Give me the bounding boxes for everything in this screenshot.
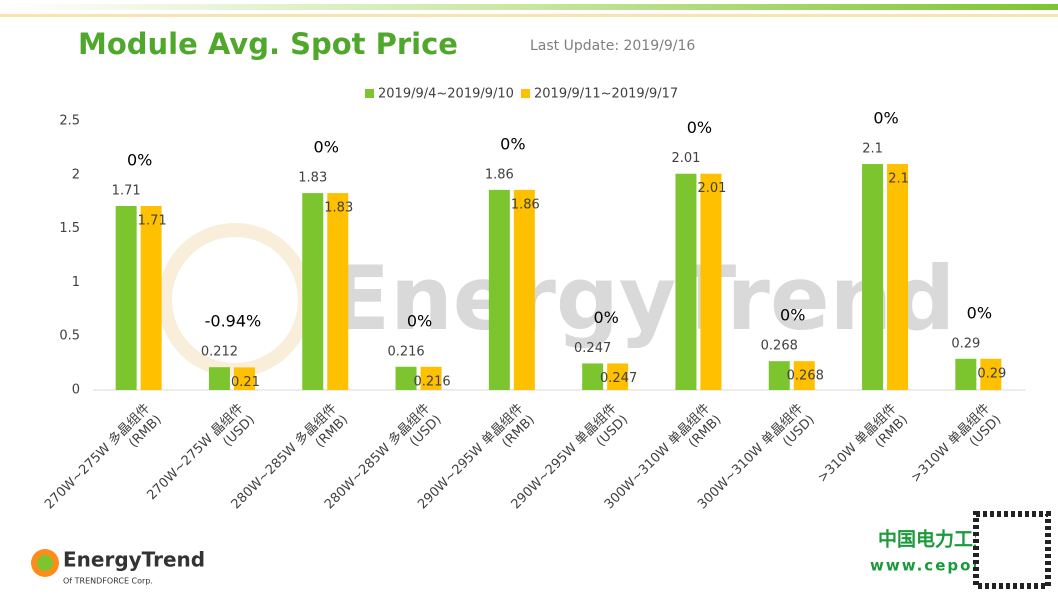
bar [980,358,1002,390]
bar [302,193,324,390]
change-label: 0% [873,109,898,128]
value-label: 1.71 [138,214,167,229]
y-tick-label: 1.5 [59,221,80,236]
x-tick-label: 270W~275W 多晶组件(RMB) [41,400,164,523]
x-tick-label: >310W 单晶组件(RMB) [815,401,911,497]
y-tick-label: 0 [72,383,80,398]
x-tick-label: >310W 单晶组件(USD) [908,401,1004,497]
value-label: 0.216 [413,374,450,389]
bar [233,367,255,390]
change-label: 0% [687,118,712,137]
value-label: 1.86 [485,167,514,182]
qr-code [973,511,1051,589]
bar [327,193,349,390]
y-tick-label: 2 [72,167,80,182]
value-label: 1.86 [511,197,540,212]
bar [420,366,442,390]
change-label: -0.94% [205,312,262,331]
bar [862,164,884,390]
value-label: 1.71 [112,184,141,199]
legend-swatch [365,89,374,98]
value-label: 0.247 [574,341,611,356]
bar [115,206,137,390]
value-label: 2.1 [888,172,909,187]
bar [582,363,604,390]
top-bar [0,4,1058,10]
logo-icon-inner [37,555,53,571]
value-label: 0.268 [761,339,798,354]
value-label: 2.1 [862,142,883,157]
bar [395,366,417,390]
y-tick-label: 2.5 [59,114,80,129]
bar [140,206,162,390]
y-tick-label: 0.5 [59,329,80,344]
bar [793,361,815,390]
value-label: 0.21 [231,375,260,390]
bar [700,173,722,390]
value-label: 1.83 [298,171,327,186]
value-label: 2.01 [671,151,700,166]
value-label: 0.268 [787,369,824,384]
legend-swatch [521,89,530,98]
legend-label: 2019/9/11~2019/9/17 [534,87,678,102]
legend: 2019/9/4~2019/9/10 2019/9/11~2019/9/17 [365,87,678,102]
value-label: 0.29 [977,366,1006,381]
value-label: 0.29 [951,336,980,351]
value-label: 0.216 [387,344,424,359]
bar [955,358,977,390]
top-bar-2 [0,14,1058,17]
logo-text: EnergyTrend [63,548,205,572]
chart-title: Module Avg. Spot Price [78,27,458,61]
watermark: EnergyTrend [330,247,955,350]
bar [607,363,629,390]
y-tick-label: 1 [72,275,80,290]
chart-subtitle: Last Update: 2019/9/16 [530,38,695,54]
value-label: 0.212 [201,345,238,360]
legend-label: 2019/9/4~2019/9/10 [378,87,514,102]
value-label: 2.01 [697,181,726,196]
bar [887,164,909,390]
bar [488,189,510,390]
change-label: 0% [127,151,152,170]
bar [675,173,697,390]
change-label: 0% [967,303,992,322]
change-label: 0% [407,311,432,330]
bar [513,189,535,390]
value-label: 0.247 [600,371,637,386]
bar [768,361,790,390]
change-label: 0% [780,306,805,325]
bar [208,367,230,390]
value-label: 1.83 [324,201,353,216]
change-label: 0% [593,308,618,327]
change-label: 0% [500,134,525,153]
logo-sub: Of TRENDFORCE Corp. [63,577,153,586]
change-label: 0% [314,138,339,157]
